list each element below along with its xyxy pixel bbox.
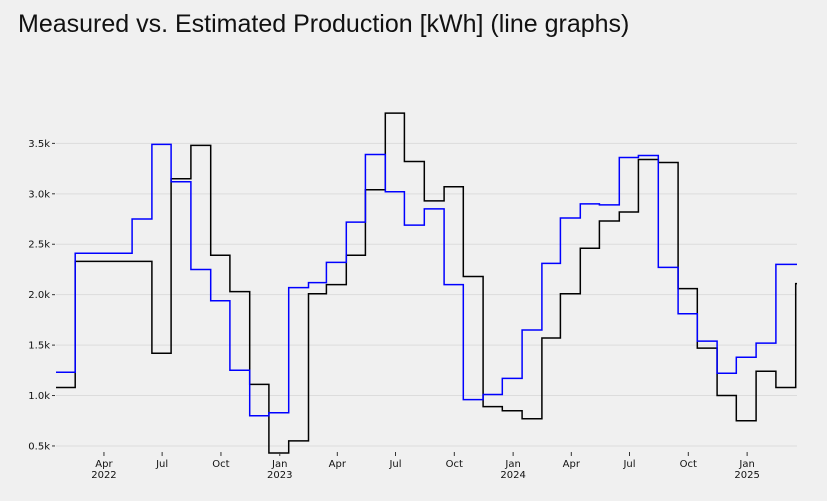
y-tick-label: 1.0k: [28, 391, 50, 402]
y-tick-label: 3.0k: [28, 189, 50, 200]
y-tick-label: 1.5k: [28, 341, 50, 352]
series-line-blue: [56, 143, 797, 417]
x-tick-year-label: 2022: [91, 470, 116, 481]
x-tick-label: Jul: [622, 459, 635, 470]
x-tick-label: Apr: [329, 459, 347, 470]
x-tick-year-label: 2024: [500, 470, 525, 481]
y-tick-label: 2.5k: [28, 240, 50, 251]
x-tick-year-label: 2023: [267, 470, 292, 481]
x-tick-label: Jul: [388, 459, 401, 470]
y-axis: 0.5k 1.0k 1.5k 2.0k 2.5k 3.0k 3.5k: [28, 139, 55, 452]
series-lines: [56, 112, 797, 454]
x-tick-label: Oct: [446, 459, 463, 470]
x-tick-label: Jan: [504, 459, 520, 470]
x-tick-label: Oct: [212, 459, 229, 470]
y-tick-label: 3.5k: [28, 139, 50, 150]
chart-title: Measured vs. Estimated Production [kWh] …: [18, 10, 630, 38]
y-tick-label: 0.5k: [28, 441, 50, 452]
x-tick-label: Apr: [95, 459, 113, 470]
x-tick-label: Oct: [680, 459, 697, 470]
x-tick-label: Jan: [738, 459, 754, 470]
x-tick-label: Apr: [563, 459, 581, 470]
grid-lines: [56, 142, 797, 447]
x-tick-label: Jan: [271, 459, 287, 470]
x-tick-year-label: 2025: [734, 470, 759, 481]
y-tick-label: 2.0k: [28, 290, 50, 301]
x-tick-label: Jul: [155, 459, 168, 470]
series-line-black: [56, 112, 797, 454]
